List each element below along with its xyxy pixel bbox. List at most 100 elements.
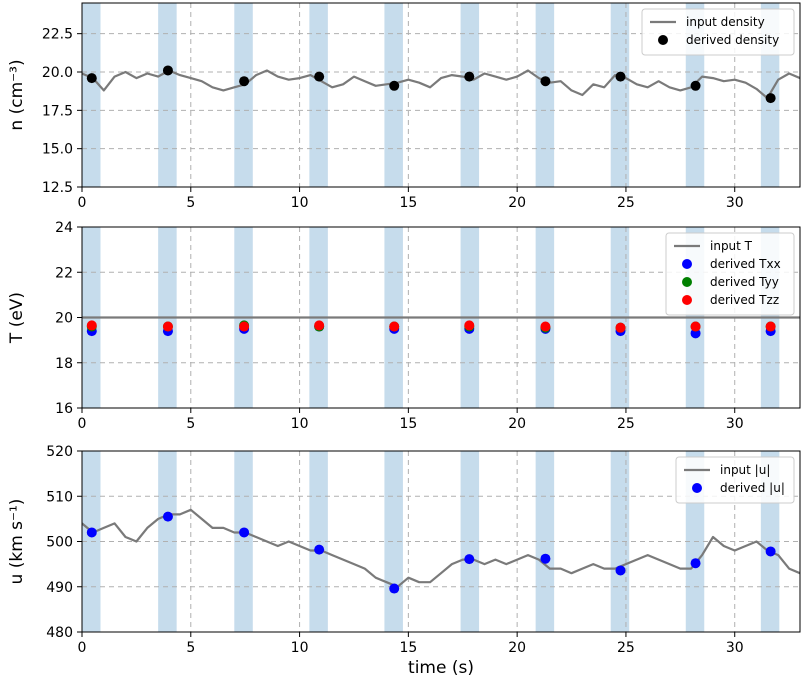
- x-tick-label: 20: [508, 195, 526, 211]
- y-tick-label: 20: [55, 311, 73, 327]
- data-point: [615, 71, 626, 82]
- y-tick-label: 18: [55, 356, 73, 372]
- data-point: [615, 322, 626, 333]
- legend-point-marker: [682, 295, 692, 305]
- y-tick-label: 480: [46, 625, 73, 641]
- shaded-interval: [234, 3, 253, 187]
- y-tick-label: 17.5: [42, 103, 73, 119]
- x-tick-label: 10: [291, 195, 309, 211]
- legend-label: input density: [686, 15, 765, 29]
- series-line: [82, 508, 800, 588]
- data-point: [464, 554, 475, 565]
- legend-label: input |u|: [720, 463, 770, 477]
- data-point: [314, 544, 325, 555]
- shaded-interval: [535, 3, 555, 187]
- data-point: [690, 558, 701, 569]
- y-axis-label: u (km s⁻¹): [7, 499, 27, 585]
- x-tick-label: 30: [726, 416, 744, 432]
- legend-box: [675, 456, 795, 504]
- x-tick-label: 5: [186, 640, 195, 656]
- legend: input T derived Txx derived Tyy derived Tzz: [665, 232, 795, 316]
- data-point: [86, 73, 97, 84]
- data-point: [239, 527, 250, 538]
- data-point: [239, 321, 250, 332]
- legend-box: [665, 232, 795, 316]
- legend-label: input T: [710, 239, 753, 253]
- data-point: [86, 527, 97, 538]
- x-tick-label: 10: [291, 416, 309, 432]
- y-tick-label: 20.0: [42, 65, 73, 81]
- data-point: [162, 511, 173, 522]
- x-tick-label: 0: [78, 416, 87, 432]
- data-point: [690, 321, 701, 332]
- chart-panel-2: 0 5 10 15 20 25 30 16 18 20 22 24 T (eV) input T deriv…: [7, 220, 801, 432]
- data-point: [464, 320, 475, 331]
- data-point: [540, 321, 551, 332]
- data-point: [690, 80, 701, 91]
- legend: input |u| derived |u|: [675, 456, 795, 504]
- y-tick-label: 15.0: [42, 142, 73, 158]
- shaded-interval: [460, 3, 480, 187]
- shaded-interval: [82, 3, 101, 187]
- x-tick-label: 25: [617, 640, 635, 656]
- x-tick-label: 30: [726, 640, 744, 656]
- shaded-interval: [610, 3, 630, 187]
- data-point: [540, 76, 551, 87]
- data-point: [239, 76, 250, 87]
- x-tick-label: 0: [78, 195, 87, 211]
- x-tick-label: 15: [399, 640, 417, 656]
- data-point: [765, 93, 776, 104]
- axes-frame: [81, 2, 801, 188]
- data-point: [86, 320, 97, 331]
- y-tick-label: 520: [46, 444, 73, 460]
- data-point: [765, 546, 776, 557]
- data-point: [389, 583, 400, 594]
- x-tick-label: 0: [78, 640, 87, 656]
- y-tick-label: 490: [46, 580, 73, 596]
- x-tick-label: 10: [291, 640, 309, 656]
- data-point: [314, 71, 325, 82]
- data-point: [162, 65, 173, 76]
- legend-label: derived density: [686, 33, 779, 47]
- legend-box: [641, 8, 795, 56]
- y-axis-label: n (cm⁻³): [7, 59, 27, 130]
- data-point: [540, 553, 551, 564]
- data-point: [389, 80, 400, 91]
- chart-panel-1: 0 5 10 15 20 25 30 12.5 15.0 17.5 20.0 22.5 n (cm⁻³)…: [7, 2, 801, 211]
- x-tick-label: 20: [508, 640, 526, 656]
- legend-point-marker: [682, 259, 692, 269]
- y-axis-label: T (eV): [7, 292, 27, 344]
- shaded-interval: [384, 3, 403, 187]
- legend-point-marker: [682, 277, 692, 287]
- data-point: [162, 321, 173, 332]
- legend-label: derived Tyy: [710, 275, 779, 289]
- y-tick-label: 22.5: [42, 27, 73, 43]
- legend-point-marker: [658, 35, 668, 45]
- data-point: [314, 320, 325, 331]
- x-tick-label: 20: [508, 416, 526, 432]
- legend-point-marker: [692, 483, 702, 493]
- x-tick-label: 25: [617, 195, 635, 211]
- legend: input density derived density: [641, 8, 795, 56]
- legend-label: derived |u|: [720, 481, 785, 495]
- x-tick-label: 25: [617, 416, 635, 432]
- y-tick-label: 12.5: [42, 180, 73, 196]
- y-tick-label: 510: [46, 489, 73, 505]
- shaded-interval: [309, 3, 328, 187]
- y-tick-label: 500: [46, 535, 73, 551]
- y-tick-label: 24: [55, 220, 73, 236]
- series-line: [82, 69, 800, 100]
- legend-label: derived Tzz: [710, 293, 779, 307]
- data-point: [615, 565, 626, 576]
- x-tick-label: 15: [399, 416, 417, 432]
- x-tick-label: 15: [399, 195, 417, 211]
- x-axis-label: time (s): [408, 658, 474, 678]
- x-tick-label: 5: [186, 195, 195, 211]
- y-tick-label: 16: [55, 401, 73, 417]
- x-tick-label: 30: [726, 195, 744, 211]
- x-tick-label: 5: [186, 416, 195, 432]
- shaded-interval: [158, 3, 177, 187]
- data-point: [765, 321, 776, 332]
